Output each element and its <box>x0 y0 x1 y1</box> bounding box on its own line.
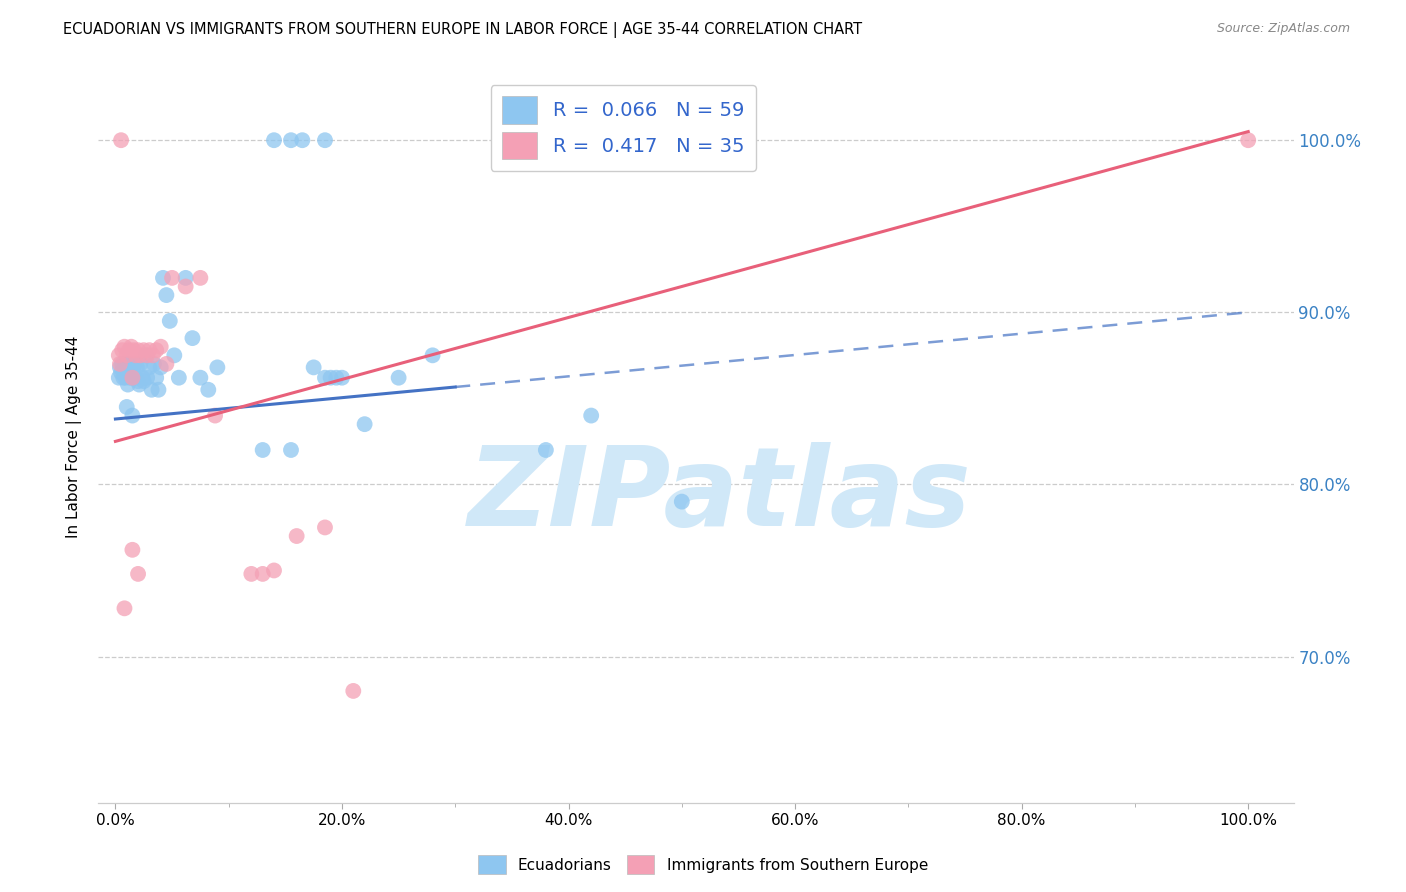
Point <box>136 348 159 362</box>
Point <box>159 314 181 328</box>
Point <box>353 417 375 432</box>
Point <box>207 360 229 375</box>
Point <box>125 348 148 362</box>
Point <box>124 357 146 371</box>
Point <box>138 360 160 375</box>
Point <box>314 133 336 147</box>
Point <box>122 343 145 358</box>
Point <box>142 357 165 371</box>
Point <box>108 360 131 375</box>
Point <box>128 377 150 392</box>
Point <box>121 409 143 423</box>
Point <box>534 442 557 457</box>
Point <box>152 271 174 285</box>
Point <box>117 377 139 392</box>
Point <box>302 360 325 375</box>
Point <box>190 271 212 285</box>
Point <box>181 331 204 345</box>
Point <box>114 601 136 615</box>
Point <box>136 370 159 384</box>
Point <box>138 343 160 358</box>
Point <box>111 357 134 371</box>
Point <box>314 370 336 384</box>
Point <box>280 442 302 457</box>
Point <box>579 409 602 423</box>
Point <box>122 360 145 375</box>
Point <box>149 340 172 354</box>
Point <box>127 566 149 581</box>
Point <box>129 348 152 362</box>
Point <box>160 271 183 285</box>
Point <box>142 348 165 362</box>
Point <box>342 684 364 698</box>
Point <box>240 566 263 581</box>
Point <box>127 343 149 358</box>
Point <box>132 374 155 388</box>
Y-axis label: In Labor Force | Age 35-44: In Labor Force | Age 35-44 <box>66 336 83 538</box>
Point <box>141 383 163 397</box>
Point <box>112 370 135 384</box>
Point <box>125 360 148 375</box>
Point <box>121 542 143 557</box>
Point <box>325 370 347 384</box>
Point <box>388 370 411 384</box>
Point <box>155 288 177 302</box>
Point <box>149 360 172 375</box>
Point <box>252 566 274 581</box>
Point <box>108 370 131 384</box>
Point <box>190 370 212 384</box>
Point <box>120 357 142 371</box>
Text: ZIPatlas: ZIPatlas <box>468 442 972 549</box>
Text: Source: ZipAtlas.com: Source: ZipAtlas.com <box>1216 22 1350 36</box>
Point <box>145 370 167 384</box>
Point <box>131 370 153 384</box>
Point <box>121 370 143 384</box>
Text: ECUADORIAN VS IMMIGRANTS FROM SOUTHERN EUROPE IN LABOR FORCE | AGE 35-44 CORRELA: ECUADORIAN VS IMMIGRANTS FROM SOUTHERN E… <box>63 22 862 38</box>
Point <box>114 357 136 371</box>
Point <box>145 343 167 358</box>
Point <box>285 529 308 543</box>
Point <box>121 370 143 384</box>
Point <box>330 370 353 384</box>
Point <box>319 370 342 384</box>
Point <box>148 383 170 397</box>
Point <box>108 348 131 362</box>
Point <box>132 343 155 358</box>
Point <box>115 348 138 362</box>
Point <box>114 370 136 384</box>
Point <box>174 271 197 285</box>
Point <box>263 564 285 578</box>
Point <box>1237 133 1260 147</box>
Point <box>422 348 444 362</box>
Point <box>197 383 219 397</box>
Point <box>120 370 142 384</box>
Point <box>155 357 177 371</box>
Point <box>135 348 157 362</box>
Point <box>120 340 142 354</box>
Point <box>167 370 190 384</box>
Point <box>125 370 148 384</box>
Point <box>129 357 152 371</box>
Legend: Ecuadorians, Immigrants from Southern Europe: Ecuadorians, Immigrants from Southern Eu… <box>472 849 934 880</box>
Point <box>280 133 302 147</box>
Point <box>252 442 274 457</box>
Point <box>114 340 136 354</box>
Point <box>115 400 138 414</box>
Point <box>174 279 197 293</box>
Point <box>263 133 285 147</box>
Point <box>110 133 132 147</box>
Point <box>204 409 226 423</box>
Point <box>108 357 131 371</box>
Point <box>291 133 314 147</box>
Point <box>111 343 134 358</box>
Point <box>118 343 141 358</box>
Point <box>110 366 132 380</box>
Point <box>314 520 336 534</box>
Legend: R =  0.066   N = 59, R =  0.417   N = 35: R = 0.066 N = 59, R = 0.417 N = 35 <box>491 85 756 171</box>
Point <box>118 360 141 375</box>
Point <box>115 357 138 371</box>
Point <box>163 348 186 362</box>
Point <box>127 374 149 388</box>
Point <box>671 494 693 508</box>
